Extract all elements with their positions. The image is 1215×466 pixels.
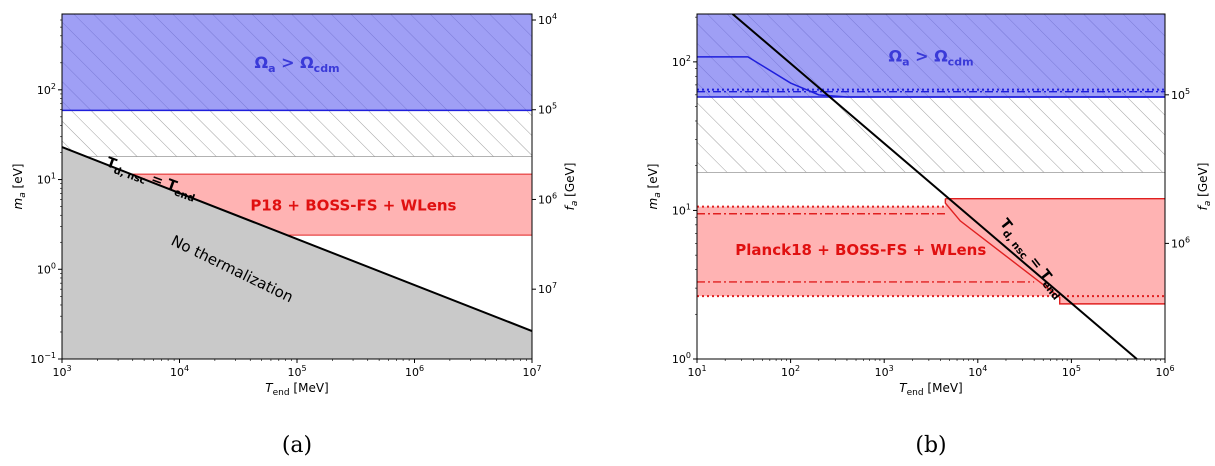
y-tick-label: 102 xyxy=(672,54,691,69)
right-axis-label: fa [GeV] xyxy=(563,163,580,211)
red-region-label: Planck18 + BOSS-FS + WLens xyxy=(735,241,986,259)
panel-a: 103 104 105 106 107 10−1 100 101 102 104 105 106 107… xyxy=(11,12,580,458)
y-axis-label: ma [eV] xyxy=(646,164,663,210)
red-region-label: P18 + BOSS-FS + WLens xyxy=(250,197,456,215)
omega-hatch xyxy=(62,14,532,111)
right-tick-label: 106 xyxy=(1171,235,1190,250)
x-tick-label: 106 xyxy=(405,364,424,379)
x-tick-label: 107 xyxy=(522,364,541,379)
plot-area xyxy=(697,14,1165,359)
x-axis-label: Tend [MeV] xyxy=(899,381,962,398)
right-tick-label: 106 xyxy=(538,191,557,206)
y-tick-label: 10−1 xyxy=(30,351,56,366)
x-axis-label: Tend [MeV] xyxy=(265,381,328,398)
x-tick-label: 103 xyxy=(52,364,71,379)
y-tick-label: 100 xyxy=(37,261,56,276)
omega-label: Ωa > Ωcdm xyxy=(888,47,973,69)
panel-caption: (b) xyxy=(915,433,946,458)
x-tick-label: 103 xyxy=(875,364,894,379)
right-tick-label: 105 xyxy=(538,102,557,117)
y-axis-label: ma [eV] xyxy=(11,164,28,210)
y-tick-label: 101 xyxy=(37,172,56,187)
y-tick-label: 102 xyxy=(37,82,56,97)
hatched-band xyxy=(697,97,1165,173)
right-tick-label: 104 xyxy=(538,12,557,27)
curve-td-tend xyxy=(731,14,1138,359)
red-region xyxy=(697,198,1165,304)
red-solid-boundary xyxy=(944,198,1165,305)
red-region xyxy=(131,174,532,236)
x-tick-label: 105 xyxy=(1062,364,1081,379)
x-tick-label: 104 xyxy=(170,364,189,379)
y-tick-label: 100 xyxy=(672,351,691,366)
omega-hatch xyxy=(697,14,1165,98)
x-tick-label: 102 xyxy=(781,364,800,379)
no-thermalization-region xyxy=(62,147,532,359)
hatched-band xyxy=(62,110,532,157)
axes-frame xyxy=(696,13,1166,360)
plot-area xyxy=(62,14,532,359)
x-tick-label: 105 xyxy=(287,364,306,379)
panel-caption: (a) xyxy=(282,433,312,458)
curve-td-tend xyxy=(62,146,532,332)
x-tick-label: 101 xyxy=(687,364,706,379)
omega-label: Ωa > Ωcdm xyxy=(254,53,339,75)
x-tick-label: 104 xyxy=(968,364,987,379)
right-tick-label: 105 xyxy=(1171,87,1190,102)
right-tick-label: 107 xyxy=(538,281,557,296)
right-axis-label: fa [GeV] xyxy=(1196,163,1213,211)
y-tick-label: 101 xyxy=(672,202,691,217)
x-tick-label: 106 xyxy=(1155,364,1174,379)
